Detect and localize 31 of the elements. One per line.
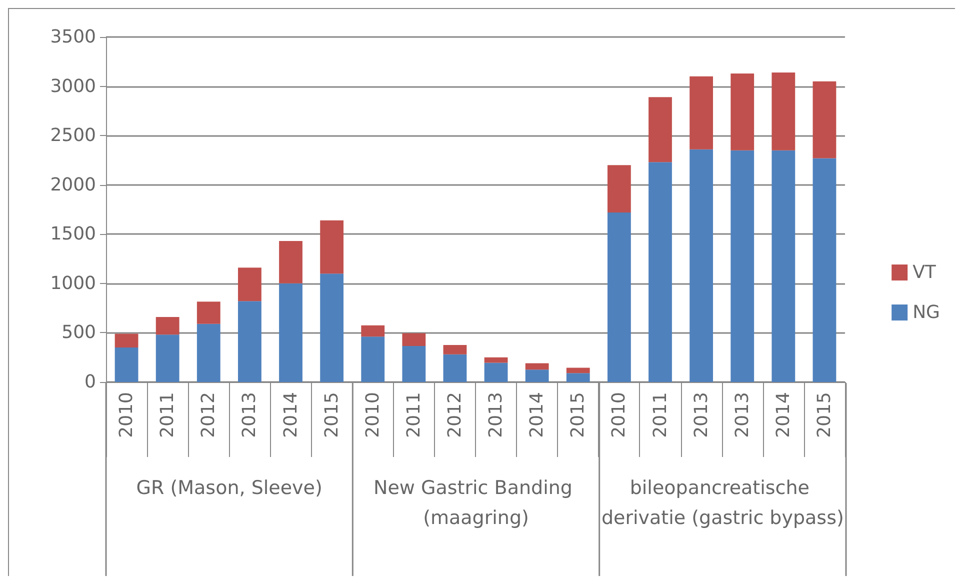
x-tick-label: 2010 [608, 392, 630, 438]
x-tick-label: 2014 [772, 392, 794, 438]
x-tick-label: 2015 [568, 392, 589, 438]
y-tick-label: 3500 [50, 26, 96, 48]
x-tick-label: 2015 [321, 392, 342, 438]
x-tick-label: 2014 [280, 392, 302, 438]
x-tick-label: 2013 [239, 392, 260, 438]
y-tick-label: 1000 [50, 272, 96, 294]
text: GR (Mason, Sleeve) [136, 477, 322, 499]
legend-label: NG [912, 302, 940, 323]
x-tick-label: 2010 [116, 392, 138, 438]
x-tick-label: 2010 [362, 392, 384, 438]
legend-label: VT [912, 262, 937, 283]
y-tick-label: 1500 [50, 224, 96, 245]
x-tick-label: 2012 [198, 392, 220, 438]
text: bileopancreatische derivatie (gastric bypass) [601, 477, 844, 529]
x-tick-label: 2014 [526, 392, 548, 438]
y-tick-label: 500 [62, 322, 96, 344]
x-tick-label: 2013 [732, 392, 753, 438]
x-tick-label: 2011 [650, 392, 671, 438]
y-tick-label: 2000 [50, 174, 96, 196]
y-tick-label: 2500 [50, 125, 96, 146]
x-tick-label: 2012 [444, 392, 466, 438]
text: New Gastric Banding (maagring) [374, 477, 578, 529]
y-tick-label: 3000 [50, 76, 96, 97]
x-tick-label: 2013 [690, 392, 712, 438]
y-tick-label: 0 [84, 372, 96, 392]
x-tick-label: 2011 [403, 392, 424, 438]
x-tick-label: 2011 [157, 392, 178, 438]
x-tick-label: 2015 [814, 392, 835, 438]
x-tick-label: 2013 [486, 392, 507, 438]
